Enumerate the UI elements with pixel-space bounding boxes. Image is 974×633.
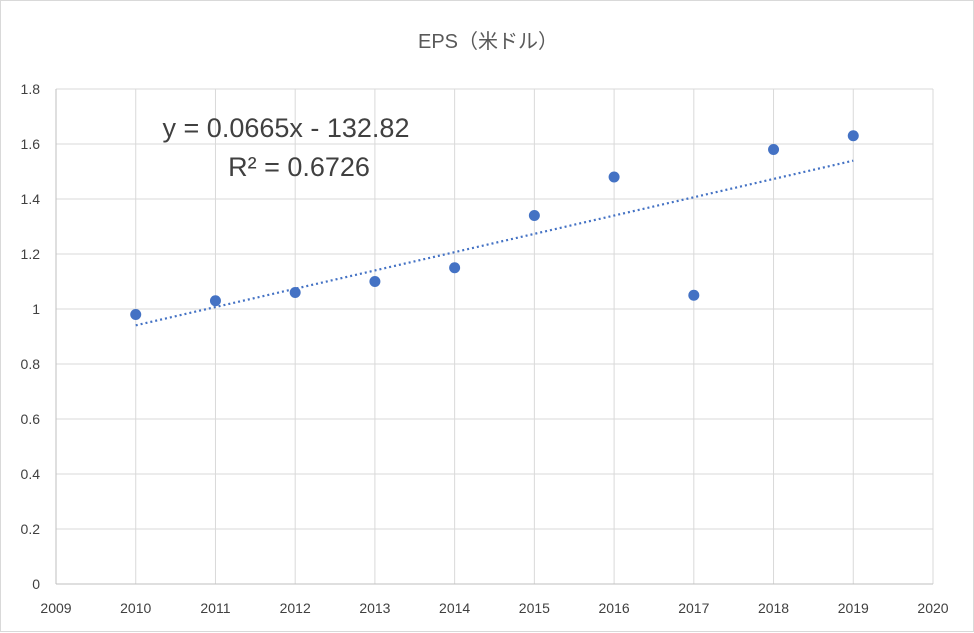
data-point-2012 (289, 287, 301, 298)
x-tick-label: 2012 (280, 600, 311, 616)
y-tick-label: 1.4 (21, 191, 41, 207)
y-tick-label: 0.8 (21, 356, 41, 372)
trendline (135, 159, 854, 327)
x-tick-label: 2019 (838, 600, 869, 616)
y-tick-label: 1.2 (21, 246, 41, 262)
y-tick-label: 1.8 (21, 81, 41, 97)
x-tick-label: 2015 (519, 600, 550, 616)
x-tick-label: 2013 (359, 600, 390, 616)
x-tick-label: 2014 (439, 600, 470, 616)
x-tick-label: 2018 (758, 600, 789, 616)
x-tick-label: 2010 (120, 600, 151, 616)
data-point-2018 (768, 144, 780, 155)
data-point-2015 (528, 210, 540, 221)
data-point-2013 (369, 276, 381, 287)
trendline-r-squared: R² = 0.6726 (228, 152, 370, 182)
data-point-2014 (449, 262, 461, 274)
y-tick-label: 0.4 (21, 466, 41, 482)
y-tick-label: 1 (32, 301, 40, 317)
data-point-2010 (130, 309, 142, 320)
y-tick-label: 0 (32, 576, 40, 592)
trendline-equation: y = 0.0665x - 132.82 (163, 113, 410, 143)
y-tick-label: 0.2 (21, 521, 41, 537)
data-point-2016 (608, 171, 620, 183)
data-point-2017 (688, 289, 700, 301)
x-tick-label: 2011 (200, 600, 230, 616)
data-point-2011 (209, 295, 221, 307)
x-tick-label: 2017 (678, 600, 709, 616)
x-tick-label: 2016 (599, 600, 630, 616)
x-tick-label: 2020 (917, 600, 948, 616)
x-tick-label: 2009 (40, 600, 71, 616)
data-point-2019 (847, 130, 859, 142)
y-tick-label: 0.6 (21, 411, 41, 427)
chart-title: EPS（米ドル） (418, 30, 558, 53)
y-tick-label: 1.6 (21, 136, 41, 152)
